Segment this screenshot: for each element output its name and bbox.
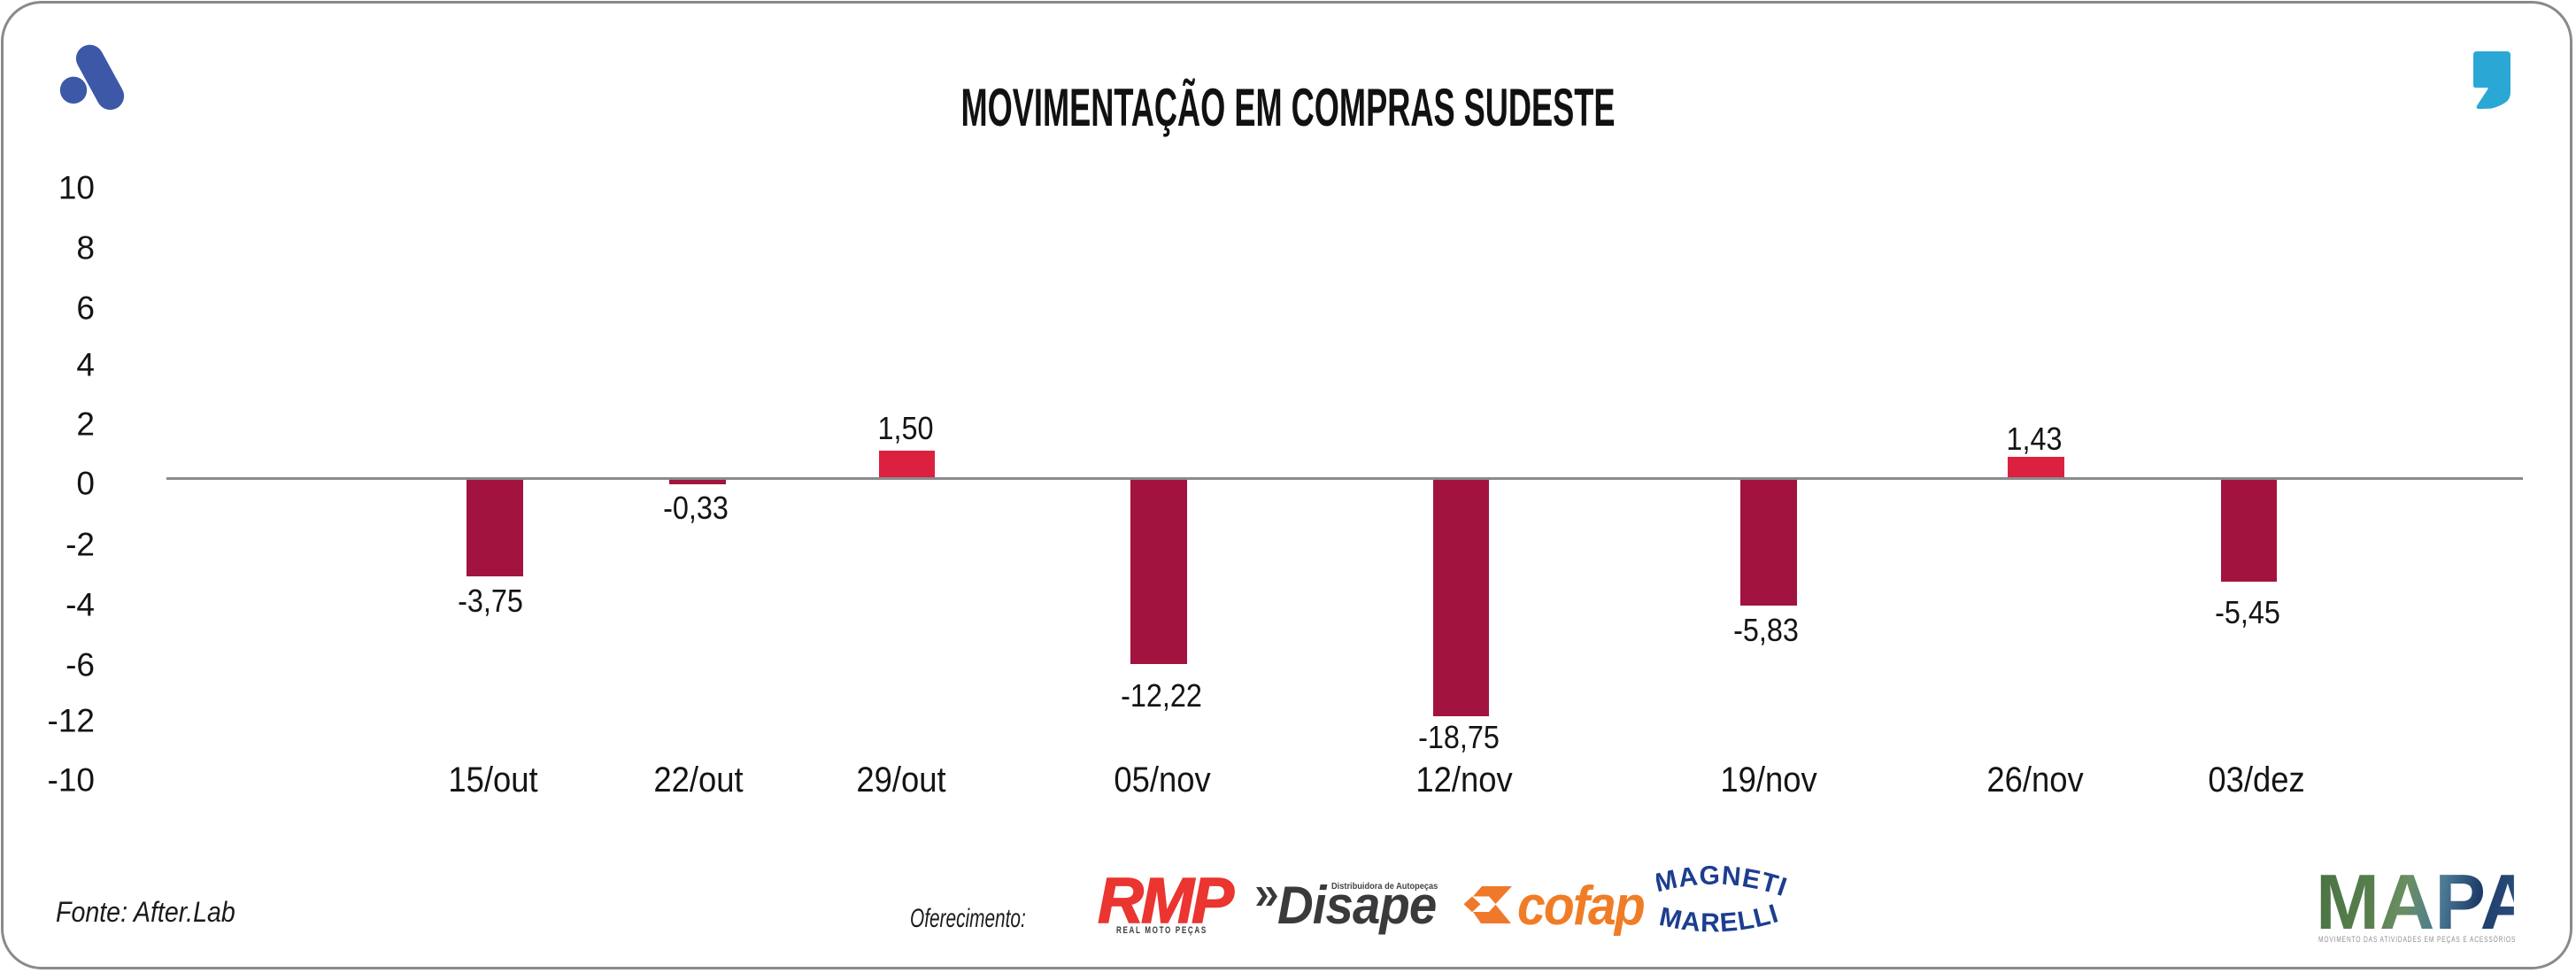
svg-text:MAGNETI: MAGNETI (1656, 862, 1791, 902)
svg-text:MARELLI: MARELLI (1657, 899, 1783, 933)
